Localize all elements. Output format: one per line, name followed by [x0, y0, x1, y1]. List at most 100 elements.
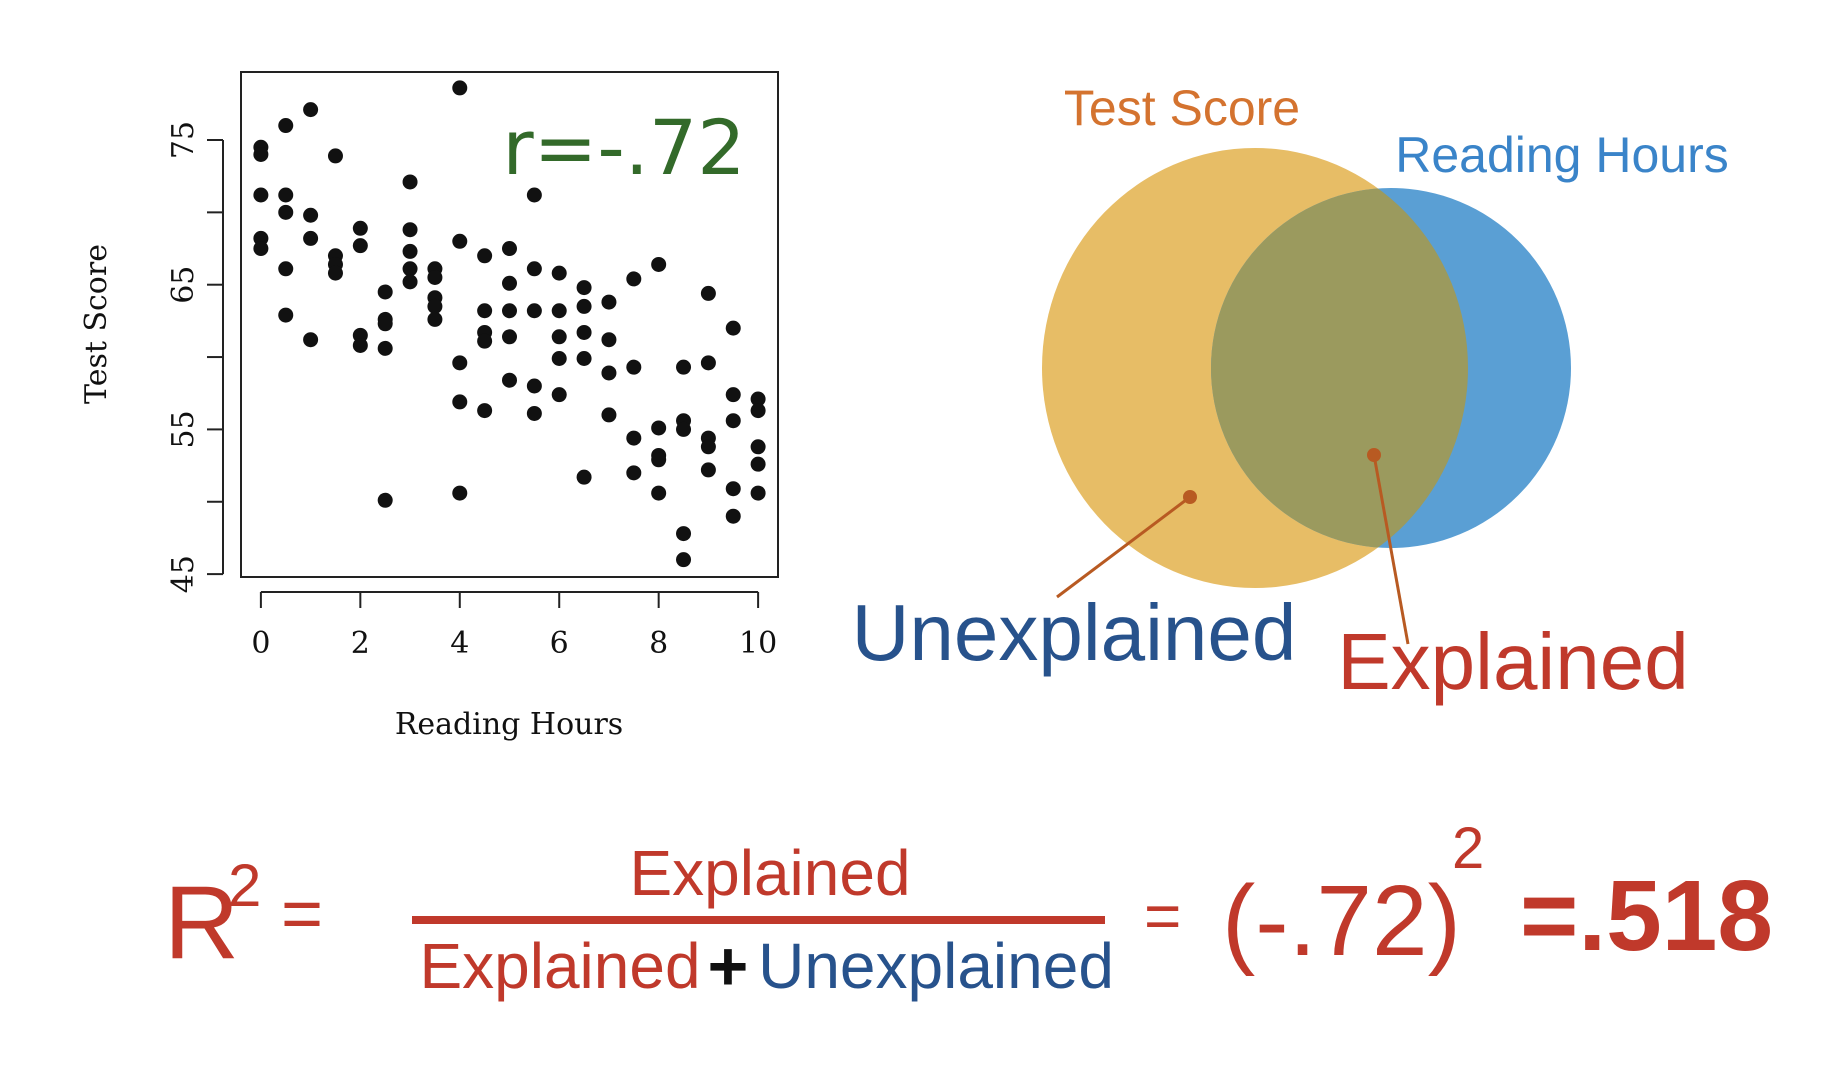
data-point	[327, 265, 343, 281]
data-point	[452, 355, 468, 371]
data-point	[626, 359, 642, 375]
data-point	[750, 403, 766, 419]
data-point	[651, 485, 667, 501]
data-point	[502, 372, 517, 388]
data-point	[651, 420, 667, 436]
y-tick-label: 75	[166, 121, 201, 159]
venn-diagram: Test Score Reading Hours Unexplained Exp…	[852, 80, 1729, 706]
data-point	[601, 365, 617, 381]
x-tick-label: 2	[351, 626, 370, 661]
data-point	[576, 469, 592, 485]
plot-frame	[240, 71, 779, 578]
data-point	[526, 187, 542, 203]
data-point	[253, 241, 269, 257]
data-point	[402, 274, 418, 290]
y-tick-label: 65	[166, 266, 201, 304]
data-point	[725, 481, 741, 497]
data-point	[278, 261, 294, 277]
data-point	[452, 394, 468, 410]
scatter-points	[253, 80, 766, 568]
data-point	[725, 387, 741, 403]
data-point	[377, 492, 393, 508]
second-equals: =	[1144, 880, 1181, 952]
data-point	[303, 207, 319, 223]
y-tick-label: 45	[166, 555, 201, 593]
data-point	[700, 439, 716, 455]
data-point	[427, 269, 443, 285]
data-point	[700, 462, 716, 478]
data-point	[750, 439, 766, 455]
x-tick-label: 6	[550, 626, 569, 661]
data-point	[402, 243, 418, 259]
test-score-label: Test Score	[1064, 80, 1300, 136]
data-point	[477, 403, 493, 419]
correlation-annotation: r=-.72	[502, 103, 745, 192]
data-point	[626, 465, 642, 481]
data-point	[278, 204, 294, 220]
data-point	[676, 552, 692, 568]
data-point	[253, 187, 269, 203]
data-point	[303, 230, 319, 246]
data-point	[477, 303, 493, 319]
unexplained-label: Unexplained	[852, 588, 1297, 677]
data-point	[576, 324, 592, 340]
data-point	[700, 355, 716, 371]
x-tick-label: 8	[649, 626, 668, 661]
r-squared-formula: R 2 = Explained Explained + Unexplained …	[164, 816, 1773, 1005]
denominator-unexplained: Unexplained	[758, 930, 1114, 1002]
data-point	[551, 387, 567, 403]
data-point	[402, 261, 418, 277]
data-point	[601, 332, 617, 348]
data-point	[576, 280, 592, 296]
data-point	[626, 430, 642, 446]
data-point	[526, 378, 542, 394]
r-value-squared: (-.72)	[1222, 865, 1461, 977]
denominator-explained: Explained	[419, 930, 700, 1002]
data-point	[477, 248, 493, 264]
y-axis: 45 55 65 75	[166, 121, 224, 593]
data-point	[278, 118, 294, 134]
explained-pointer-dot	[1367, 448, 1381, 462]
fraction-bar	[412, 916, 1105, 924]
r-symbol: R	[164, 865, 239, 981]
data-point	[725, 508, 741, 524]
data-point	[700, 285, 716, 301]
data-point	[526, 261, 542, 277]
data-point	[526, 405, 542, 421]
data-point	[327, 148, 343, 164]
data-point	[601, 407, 617, 423]
unexplained-pointer-dot	[1183, 490, 1197, 504]
data-point	[626, 271, 642, 287]
data-point	[502, 275, 517, 291]
data-point	[725, 413, 741, 429]
data-point	[477, 333, 493, 349]
data-point	[551, 303, 567, 319]
data-point	[278, 307, 294, 323]
explained-overlap	[1211, 188, 1468, 548]
numerator-explained: Explained	[629, 837, 910, 909]
data-point	[750, 456, 766, 472]
data-point	[676, 359, 692, 375]
data-point	[352, 220, 368, 236]
r-exponent: 2	[228, 852, 261, 919]
data-point	[452, 485, 468, 501]
data-point	[352, 337, 368, 353]
value-exponent: 2	[1452, 816, 1484, 881]
data-point	[502, 303, 517, 319]
x-tick-label: 4	[450, 626, 469, 661]
x-axis: 0 2 4 6 8 10	[251, 591, 777, 661]
data-point	[303, 102, 319, 118]
x-tick-label: 10	[739, 626, 777, 661]
data-point	[253, 146, 269, 162]
data-point	[377, 340, 393, 356]
data-point	[502, 241, 517, 257]
denominator-plus: +	[708, 927, 749, 1005]
data-point	[551, 351, 567, 367]
data-point	[402, 222, 418, 238]
data-point	[352, 238, 368, 254]
data-point	[576, 298, 592, 314]
data-point	[676, 526, 692, 542]
data-point	[676, 421, 692, 437]
x-axis-label: Reading Hours	[395, 707, 623, 742]
